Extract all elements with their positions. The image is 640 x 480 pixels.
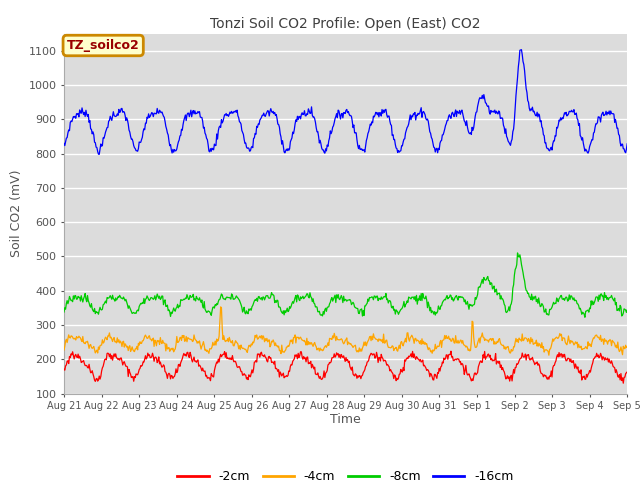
Legend: -2cm, -4cm, -8cm, -16cm: -2cm, -4cm, -8cm, -16cm: [172, 465, 519, 480]
Y-axis label: Soil CO2 (mV): Soil CO2 (mV): [10, 170, 23, 257]
Text: TZ_soilco2: TZ_soilco2: [67, 39, 140, 52]
X-axis label: Time: Time: [330, 413, 361, 426]
Title: Tonzi Soil CO2 Profile: Open (East) CO2: Tonzi Soil CO2 Profile: Open (East) CO2: [211, 17, 481, 31]
